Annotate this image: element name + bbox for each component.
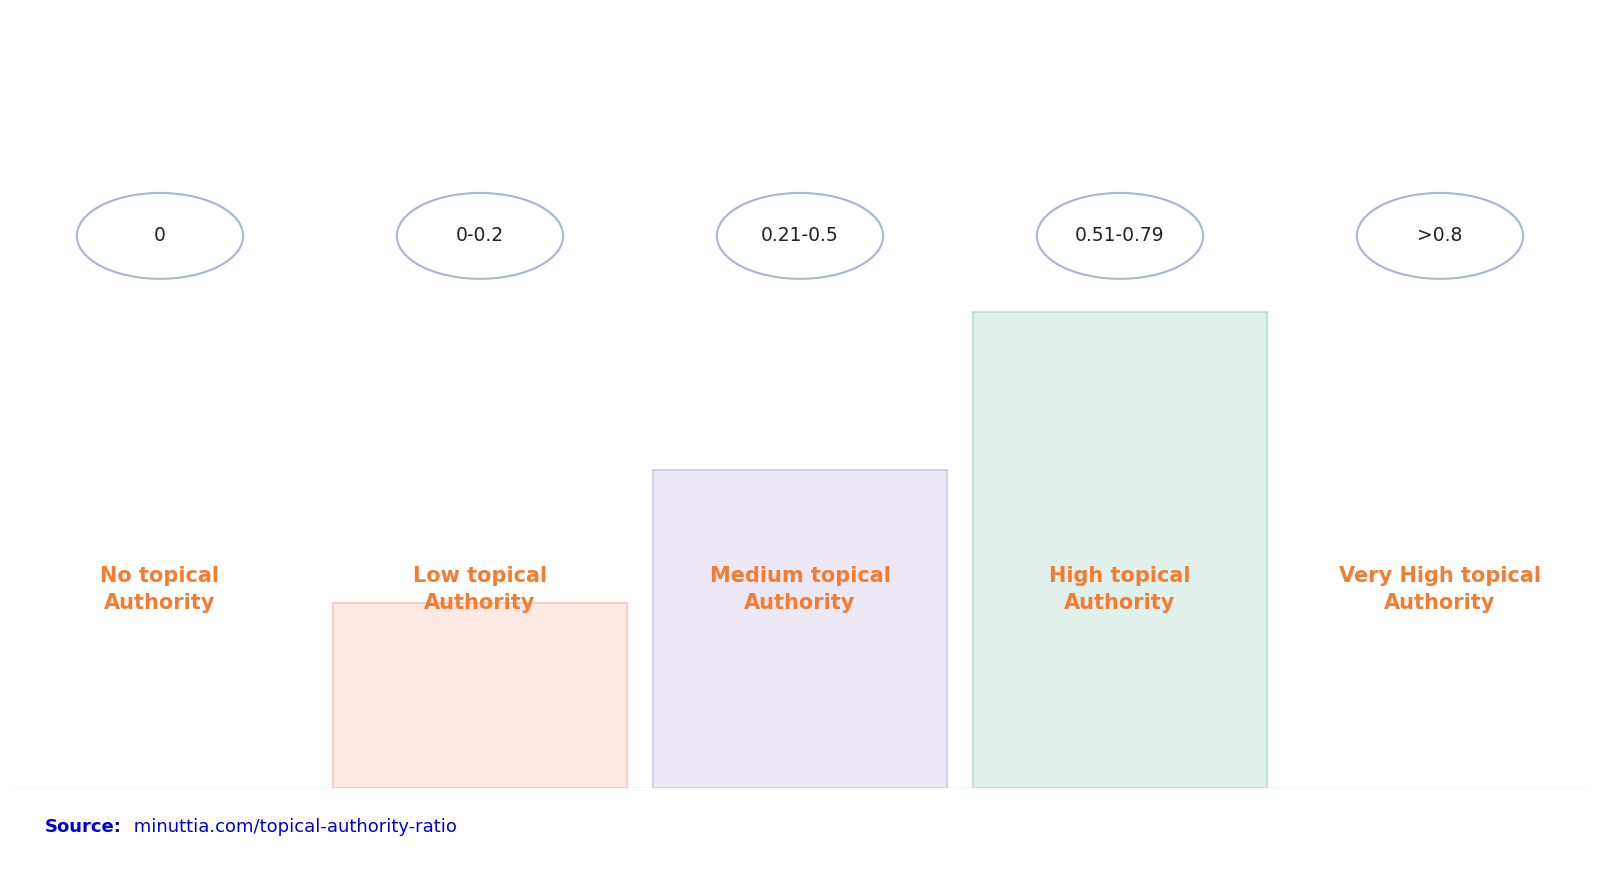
Ellipse shape [77,193,243,279]
Text: MINUT: MINUT [1365,818,1462,844]
Text: 0: 0 [154,227,166,245]
Text: minuttia.com/topical-authority-ratio: minuttia.com/topical-authority-ratio [128,818,458,836]
Ellipse shape [717,193,883,279]
Bar [653,471,947,788]
Text: TIA: TIA [1462,818,1510,844]
Text: Very High topical
Authority: Very High topical Authority [1339,566,1541,612]
Text: >0.8: >0.8 [1418,227,1462,245]
Text: 0.51-0.79: 0.51-0.79 [1075,227,1165,245]
Text: 0-0.2: 0-0.2 [456,227,504,245]
Ellipse shape [397,193,563,279]
Text: No topical
Authority: No topical Authority [101,566,219,612]
Ellipse shape [1037,193,1203,279]
Text: 0.21-0.5: 0.21-0.5 [762,227,838,245]
Text: Medium topical
Authority: Medium topical Authority [709,566,891,612]
Text: High topical
Authority: High topical Authority [1050,566,1190,612]
Text: Topical Authority Ratio Scale: Topical Authority Ratio Scale [48,47,794,92]
Bar [973,312,1267,788]
Bar [333,603,627,788]
Text: Source:: Source: [45,818,122,836]
Ellipse shape [1357,193,1523,279]
Text: Low topical
Authority: Low topical Authority [413,566,547,612]
